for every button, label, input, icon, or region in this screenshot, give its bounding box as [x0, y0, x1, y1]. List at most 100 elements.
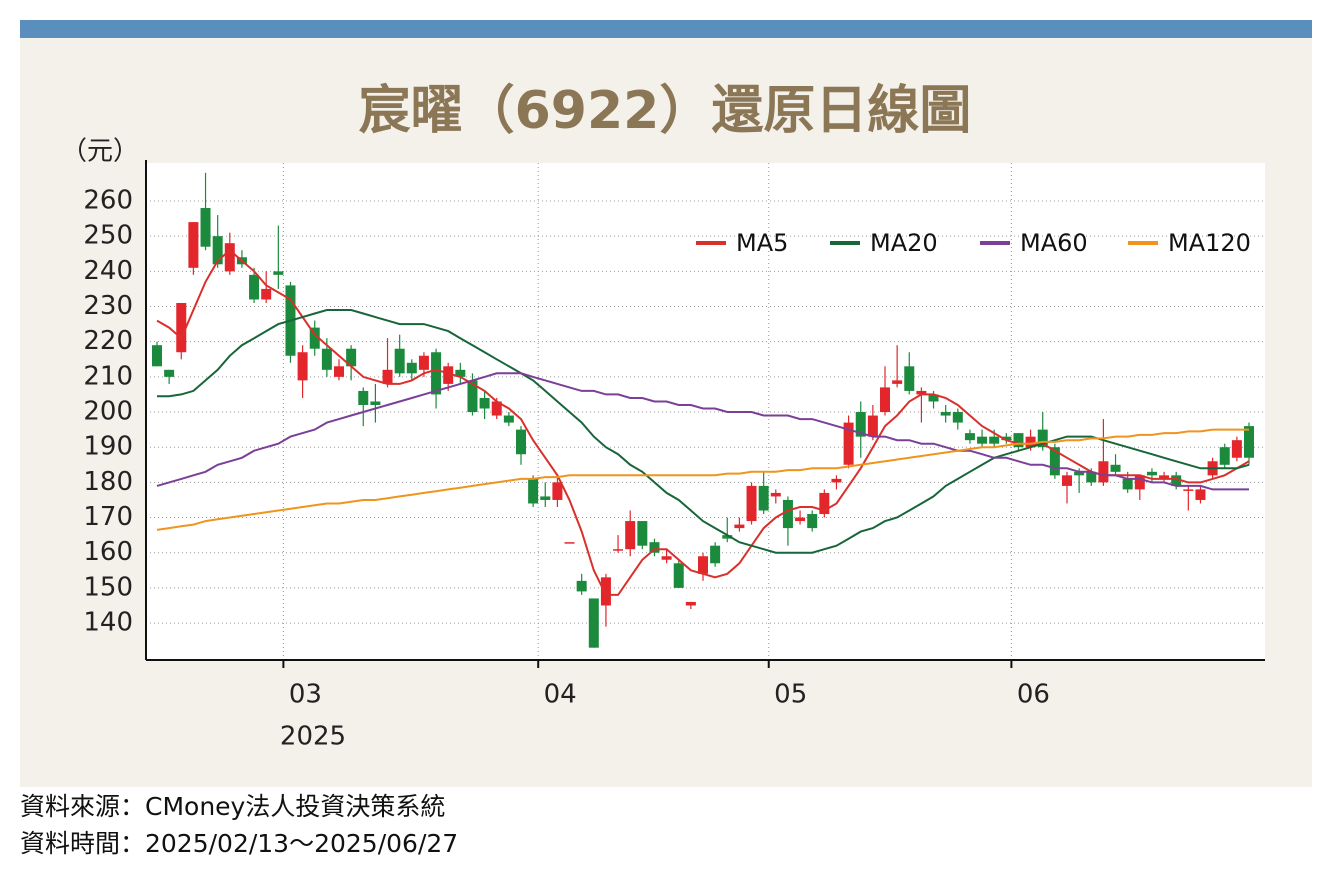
candle-body	[880, 387, 890, 413]
candle-body	[418, 355, 429, 370]
candle-body	[600, 577, 611, 606]
x-tick-label: 04	[544, 680, 577, 710]
y-tick-label: 210	[83, 361, 133, 391]
candle-body	[1025, 436, 1036, 448]
candle-body	[224, 243, 235, 272]
candle-body	[479, 397, 490, 409]
candle-body	[334, 366, 344, 377]
y-tick-label: 230	[83, 291, 133, 321]
candle-body	[1171, 475, 1182, 486]
candle-body	[540, 496, 551, 500]
candle-body	[916, 390, 927, 395]
candle-body	[1098, 461, 1109, 483]
y-tick-label: 220	[83, 326, 133, 356]
candle-body	[613, 549, 624, 551]
ma-line	[156, 428, 1249, 531]
x-sublabel: 2025	[280, 722, 346, 752]
candle-body	[394, 348, 405, 374]
candle-body	[904, 366, 915, 391]
candle-body	[382, 369, 393, 384]
candle-body	[831, 478, 842, 483]
candle-body	[843, 422, 854, 465]
source-note: 資料來源：CMoney法人投資決策系統	[20, 792, 445, 821]
y-tick-label: 190	[83, 432, 133, 462]
top-bar	[20, 20, 1312, 38]
candle-body	[746, 485, 757, 522]
candle-body	[164, 369, 175, 377]
candle-body	[358, 390, 369, 405]
candle-body	[321, 348, 332, 370]
date-note: 資料時間：2025/02/13～2025/06/27	[20, 829, 458, 858]
candle-body	[200, 208, 211, 247]
candle-body	[1231, 440, 1242, 458]
x-tick-label: 03	[289, 680, 322, 710]
y-unit: （元）	[61, 137, 139, 167]
candle-body	[952, 412, 963, 423]
candle-body	[661, 556, 672, 560]
candle-body	[346, 348, 357, 367]
candle-body	[1244, 426, 1254, 458]
candle-body	[309, 327, 320, 349]
y-tick-label: 180	[83, 467, 133, 497]
candle-body	[552, 482, 563, 500]
candle-body	[467, 380, 478, 413]
candle-body	[1086, 471, 1097, 483]
candle-body	[152, 345, 162, 367]
candle-body	[637, 521, 648, 546]
candle-body	[867, 415, 878, 437]
y-tick-label: 150	[83, 572, 133, 602]
candle-body	[406, 362, 417, 374]
legend-label: MA20	[870, 229, 938, 257]
candle-body	[758, 485, 769, 511]
candle-body	[673, 563, 684, 588]
candle-body	[734, 524, 745, 529]
y-tick-label: 160	[83, 537, 133, 567]
candle-body	[516, 429, 526, 455]
candle-body	[782, 499, 793, 529]
candle-body	[1146, 471, 1157, 476]
legend-label: MA60	[1020, 229, 1088, 257]
legend-label: MA5	[736, 229, 788, 257]
candle-body	[649, 542, 660, 553]
candle-body	[710, 545, 721, 564]
candle-body	[1159, 475, 1170, 479]
ma-line	[156, 248, 1250, 596]
candle-body	[212, 236, 223, 265]
chart-title: 宸曜（6922）還原日線圖	[359, 81, 972, 141]
y-tick-label: 140	[83, 608, 133, 638]
candle-body	[1062, 475, 1072, 486]
candle-body	[855, 412, 866, 437]
y-tick-label: 200	[83, 397, 133, 427]
candle-body	[1183, 489, 1194, 491]
candle-body	[491, 401, 502, 416]
plot-area	[146, 163, 1265, 660]
candle-body	[1195, 489, 1206, 500]
candle-body	[576, 580, 587, 592]
candle-body	[928, 394, 939, 402]
candle-body	[1219, 447, 1230, 465]
candle-body	[261, 288, 272, 300]
candle-body	[1037, 429, 1048, 448]
candle-body	[940, 412, 951, 416]
candle-body	[1110, 464, 1121, 472]
candle-body	[297, 352, 308, 381]
candle-body	[989, 436, 1000, 444]
y-tick-label: 250	[83, 221, 133, 251]
candle-body	[892, 380, 903, 384]
candle-body	[528, 478, 539, 504]
candle-body	[455, 369, 466, 377]
candle-body	[176, 302, 187, 353]
candle-body	[795, 517, 806, 522]
candle-body	[443, 366, 454, 384]
ma-line	[157, 309, 1250, 554]
x-tick-label: 06	[1017, 680, 1050, 710]
candle-body	[685, 601, 696, 606]
y-tick-label: 240	[83, 256, 133, 286]
candle-body	[770, 492, 781, 497]
candle-body	[819, 492, 830, 515]
candle-body	[249, 274, 260, 300]
candle-body	[564, 542, 575, 544]
candle-body	[1074, 471, 1085, 476]
candle-body	[1001, 436, 1012, 441]
